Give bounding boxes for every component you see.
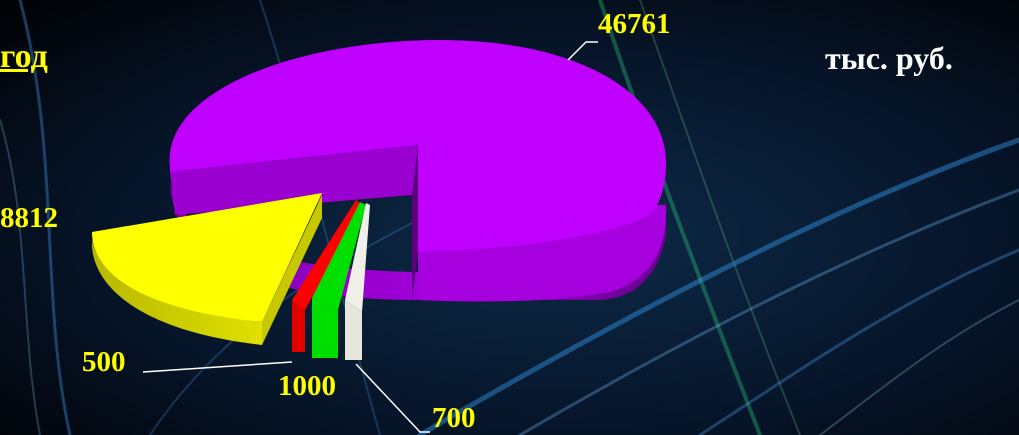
data-label-46761: 46761	[598, 8, 671, 40]
slice-500-top	[292, 200, 362, 310]
data-label-1000: 1000	[278, 370, 336, 402]
slice-700	[345, 203, 370, 360]
slice-1000-top	[312, 202, 366, 310]
unit-label: тыс. руб.	[825, 40, 953, 76]
slice-46761-cut-face-left	[170, 145, 418, 215]
data-label-8812: 8812	[0, 202, 58, 234]
slice-500-side	[292, 300, 305, 352]
slice-46761-top	[169, 40, 667, 252]
slice-8812	[91, 193, 322, 345]
leader-line-500	[142, 361, 293, 373]
data-label-700: 700	[432, 402, 476, 434]
leader-line-46761	[567, 41, 598, 61]
year-label: год	[0, 38, 48, 75]
leader-line-700	[355, 363, 430, 433]
slice-500	[292, 200, 362, 352]
data-label-500: 500	[82, 346, 126, 378]
slice-700-side	[345, 300, 362, 360]
slice-1000-side	[312, 298, 338, 358]
slice-8812-top	[92, 193, 322, 322]
slice-1000	[312, 202, 366, 358]
slice-700-top	[345, 203, 370, 312]
slice-46761-cut-face	[412, 145, 418, 300]
slice-8812-side	[91, 240, 262, 345]
slice-8812-cut	[262, 195, 322, 345]
